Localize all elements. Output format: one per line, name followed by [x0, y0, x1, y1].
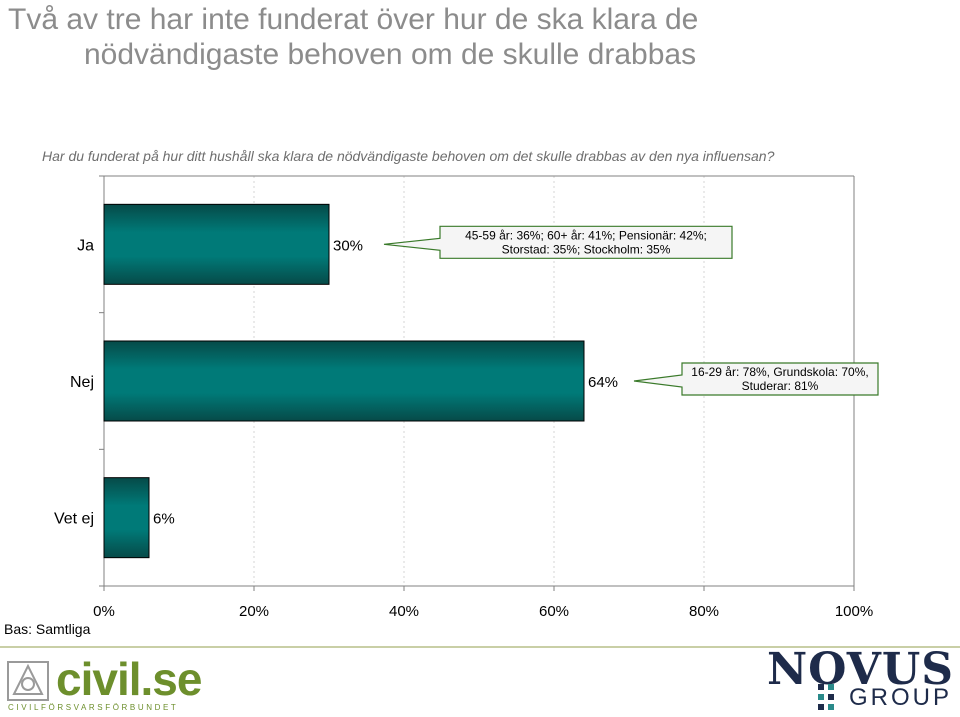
x-tick-label: 100%	[835, 603, 873, 620]
callout-text: 16-29 år: 78%, Grundskola: 70%,	[691, 365, 868, 379]
x-tick-label: 80%	[689, 603, 719, 620]
novus-logo: NOVUS GROUP	[767, 644, 956, 714]
footer-divider	[0, 646, 960, 648]
novus-squares-icon	[818, 684, 834, 710]
x-tick-label: 20%	[239, 603, 269, 620]
civil-emblem-icon	[7, 661, 49, 701]
page-title: Två av tre har inte funderat över hur de…	[8, 2, 948, 72]
callout-box	[633, 362, 879, 396]
bar	[103, 477, 150, 559]
callout-text: Studerar: 81%	[742, 379, 819, 393]
category-label: Ja	[77, 237, 94, 254]
title-line-1: Två av tre har inte funderat över hur de…	[8, 3, 699, 36]
callout-box	[383, 225, 733, 259]
category-label: Nej	[70, 374, 94, 391]
novus-wordmark: NOVUS	[766, 644, 954, 695]
bar	[103, 340, 585, 422]
category-label: Vet ej	[54, 511, 94, 528]
callout-text: 45-59 år: 36%; 60+ år: 41%; Pensionär: 4…	[465, 228, 707, 242]
label-layer: Ja 30% Nej 64% Vet ej 6%	[54, 237, 618, 527]
base-label: Bas: Samtliga	[4, 621, 91, 637]
bar-layer	[103, 203, 585, 559]
civil-wordmark: civil.se	[56, 653, 202, 705]
x-tick-label: 0%	[93, 603, 115, 620]
callout-text: Storstad: 35%; Stockholm: 35%	[502, 242, 671, 256]
value-label: 6%	[153, 511, 175, 528]
civil-subtext: CIVILFÖRSVARSFÖRBUNDET	[8, 703, 179, 712]
novus-group-text: GROUP	[848, 684, 952, 711]
callout-layer: 45-59 år: 36%; 60+ år: 41%; Pensionär: 4…	[383, 225, 879, 396]
x-tick-label: 40%	[389, 603, 419, 620]
title-line-2: nödvändigaste behoven om de skulle drabb…	[84, 38, 697, 71]
x-tick-label: 60%	[539, 603, 569, 620]
value-label: 64%	[588, 374, 618, 391]
bar-chart: 0% 20% 40% 60% 80% 100% Ja 30% Nej 64% Vet ej 6% 4…	[54, 175, 879, 620]
bar	[103, 203, 330, 285]
civil-logo: civil.se CIVILFÖRSVARSFÖRBUNDET	[4, 653, 202, 714]
question-text: Har du funderat på hur ditt hushåll ska …	[42, 148, 775, 164]
value-label: 30%	[333, 237, 363, 254]
